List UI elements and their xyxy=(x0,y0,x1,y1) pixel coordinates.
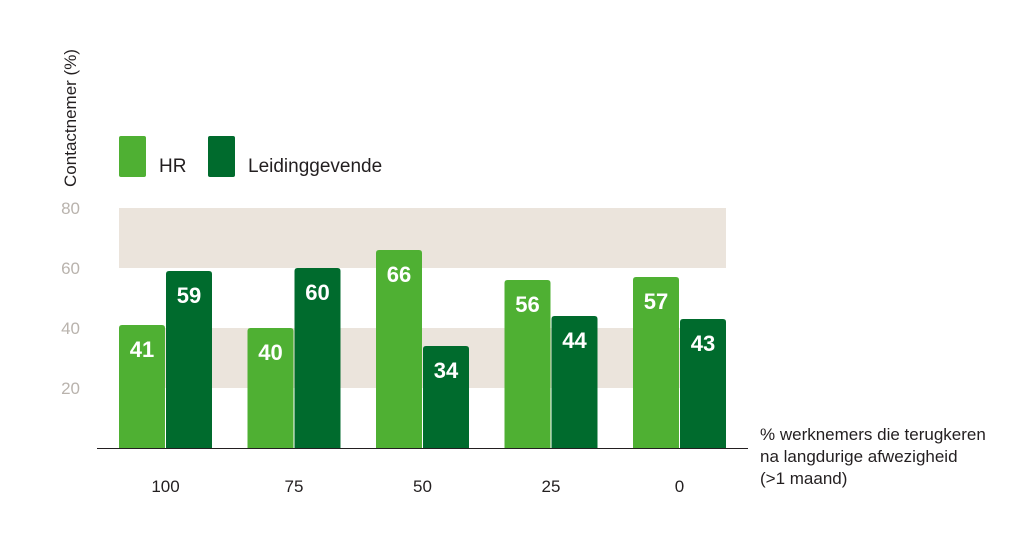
x-tick-label: 25 xyxy=(542,477,561,496)
bar-hr-0 xyxy=(633,277,679,448)
bar-value-label: 43 xyxy=(691,331,715,356)
y-axis-title-wrap: Contactnemer (%) xyxy=(60,49,82,187)
y-tick-label: 20 xyxy=(61,379,80,398)
legend-item-leidinggevende: Leidinggevende xyxy=(208,136,382,177)
bar-hr-50 xyxy=(376,250,422,448)
bar-hr-100 xyxy=(119,325,165,448)
y-axis-title: Contactnemer (%) xyxy=(61,49,80,187)
bar-value-label: 41 xyxy=(130,337,154,362)
y-tick-label: 40 xyxy=(61,319,80,338)
bar-leidinggevende-75 xyxy=(294,268,341,448)
x-axis-ticks: 100 75 50 25 0 xyxy=(151,477,684,496)
x-tick-label: 100 xyxy=(151,477,179,496)
bar-value-label: 60 xyxy=(305,280,329,305)
y-tick-label: 60 xyxy=(61,259,80,278)
legend-label-leidinggevende: Leidinggevende xyxy=(248,156,383,177)
legend-swatch-hr xyxy=(119,136,146,177)
bar-value-label: 59 xyxy=(177,283,201,308)
background-band xyxy=(119,328,726,388)
bar-leidinggevende-100 xyxy=(166,271,212,448)
bar-leidinggevende-50 xyxy=(423,346,469,448)
x-axis-title-line-1: % werknemers die terugkeren xyxy=(760,425,986,444)
bar-value-label: 66 xyxy=(387,262,411,287)
legend-item-hr: HR xyxy=(119,136,186,177)
bar-leidinggevende-0 xyxy=(680,319,726,448)
bar-value-label: 56 xyxy=(515,292,539,317)
bar-hr-75 xyxy=(247,328,294,448)
x-tick-label: 0 xyxy=(675,477,684,496)
bar-value-label: 40 xyxy=(258,340,282,365)
background-band xyxy=(119,208,726,268)
x-tick-label: 50 xyxy=(413,477,432,496)
bar-value-label: 57 xyxy=(644,289,668,314)
legend-swatch-leidinggevende xyxy=(208,136,235,177)
x-tick-label: 75 xyxy=(285,477,304,496)
bar-value-label: 34 xyxy=(434,358,459,383)
bar-hr-25 xyxy=(504,280,551,448)
x-axis-title-line-3: (>1 maand) xyxy=(760,469,848,488)
bar-value-label: 44 xyxy=(562,328,587,353)
y-tick-label: 80 xyxy=(61,199,80,218)
x-axis-title-line-2: na langdurige afwezigheid xyxy=(760,447,958,466)
bars: 41 59 40 60 66 34 56 44 57 43 xyxy=(119,250,726,448)
x-axis-title: % werknemers die terugkeren na langdurig… xyxy=(760,424,986,490)
legend-label-hr: HR xyxy=(159,156,187,177)
background-bands xyxy=(119,208,726,388)
bar-leidinggevende-25 xyxy=(551,316,598,448)
y-axis-ticks: 20 40 60 80 xyxy=(61,199,80,398)
